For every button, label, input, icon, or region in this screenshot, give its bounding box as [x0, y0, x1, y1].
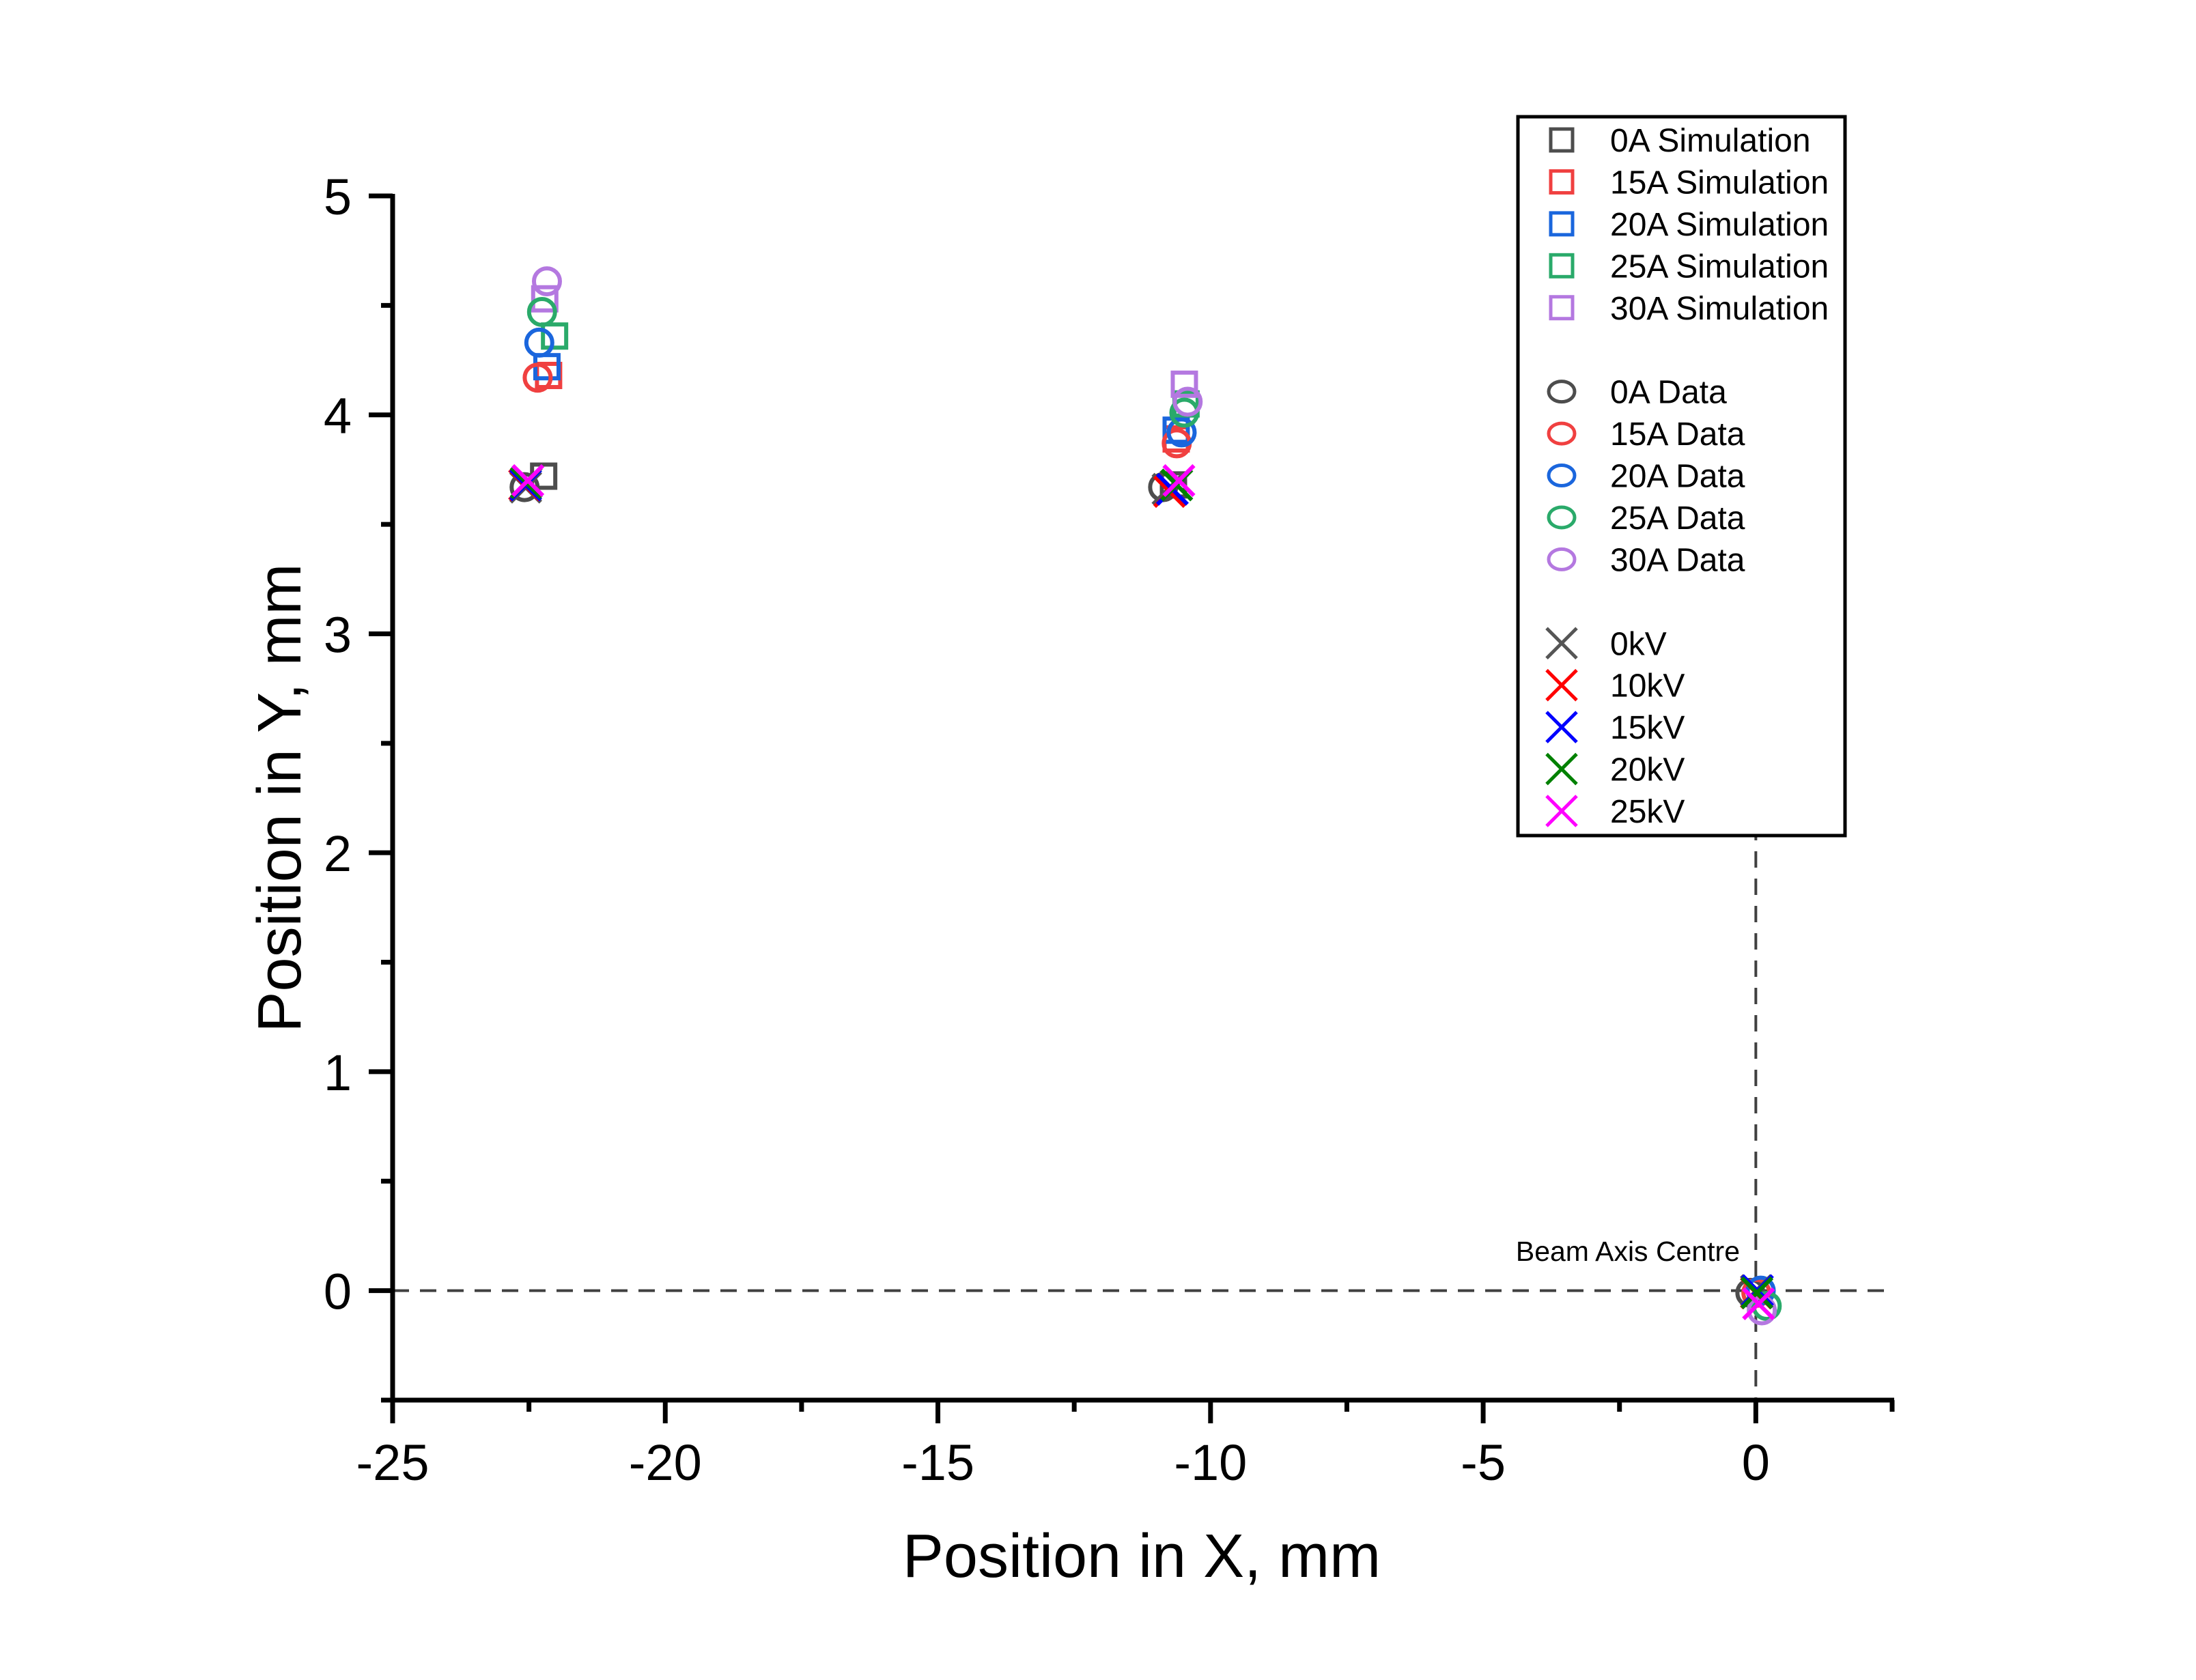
legend-label: 15A Simulation [1610, 165, 1829, 201]
x-tick-labels: -25 -20 -15 -10 -5 0 [356, 1434, 1770, 1491]
legend-item-10kv: 10kV [1545, 668, 1685, 704]
legend-item-25a-data: 25A Data [1547, 500, 1745, 537]
point-30a-data [1172, 386, 1203, 417]
legend-circle-icon [1547, 547, 1577, 571]
legend-item-20kv: 20kV [1545, 752, 1685, 788]
legend-label: 0A Simulation [1610, 123, 1811, 159]
legend-item-0a-data: 0A Data [1547, 375, 1727, 411]
legend-label: 15kV [1610, 710, 1685, 746]
legend-square-icon [1549, 127, 1575, 153]
point-25kv [1162, 464, 1196, 498]
y-tick-labels: 0 1 2 3 4 5 [324, 169, 352, 1320]
point-20kv [1740, 1276, 1774, 1309]
legend-square-icon [1549, 253, 1575, 279]
point-25kv [1742, 1287, 1775, 1321]
x-tick-label: -5 [1461, 1434, 1506, 1491]
legend-cross-icon [1545, 711, 1578, 743]
point-15a-data [522, 362, 553, 393]
cross-stroke [1545, 668, 1578, 702]
y-tick-label: 3 [324, 606, 352, 663]
legend: 0A Simulation 15A Simulation 20A Simulatio… [1516, 115, 1847, 838]
point-25a-data [526, 296, 557, 327]
legend-label: 0kV [1610, 626, 1667, 662]
y-tick-label: 4 [324, 388, 352, 444]
legend-item-0a-simulation: 0A Simulation [1549, 123, 1811, 159]
legend-label: 25A Data [1610, 500, 1745, 537]
y-tick-label: 2 [324, 825, 352, 882]
beam-axis-centre-annotation: Beam Axis Centre [1516, 1236, 1740, 1267]
legend-item-15a-simulation: 15A Simulation [1549, 165, 1829, 201]
legend-label: 15A Data [1610, 416, 1745, 453]
legend-item-25kv: 25kV [1545, 794, 1685, 830]
cross-stroke [1162, 464, 1196, 498]
cross-stroke [511, 464, 545, 498]
point-25a-simulation [541, 322, 569, 350]
legend-label: 25A Simulation [1610, 248, 1829, 285]
y-tick-label: 1 [324, 1044, 352, 1101]
legend-item-20a-data: 20A Data [1547, 459, 1745, 495]
legend-label: 25kV [1610, 794, 1685, 830]
series-25a-simulation [541, 322, 1200, 418]
legend-cross-icon [1545, 752, 1578, 786]
y-axis-title: Position in Y, mm [246, 564, 314, 1033]
cross-stroke [1545, 627, 1578, 660]
legend-item-30a-simulation: 30A Simulation [1549, 291, 1829, 327]
point-20a-data [1166, 417, 1197, 448]
series-30a-simulation [531, 285, 1198, 398]
cross-stroke [1742, 1287, 1775, 1321]
legend-square-icon [1549, 211, 1575, 237]
point-30a-data [531, 266, 562, 297]
legend-label: 30A Data [1610, 542, 1745, 578]
point-20a-data [524, 327, 554, 358]
legend-item-15a-data: 15A Data [1547, 416, 1745, 453]
legend-item-20a-simulation: 20A Simulation [1549, 207, 1829, 243]
legend-cross-icon [1545, 627, 1578, 660]
legend-cross-icon [1545, 668, 1578, 702]
point-30a-simulation [531, 285, 559, 313]
legend-label: 30A Simulation [1610, 291, 1829, 327]
series-20a-simulation [533, 353, 1190, 444]
legend-square-icon [1549, 295, 1575, 321]
cross-stroke [1740, 1276, 1774, 1309]
series-15a-simulation [535, 361, 1190, 453]
y-tick-label: 5 [324, 169, 352, 225]
legend-item-25a-simulation: 25A Simulation [1549, 248, 1829, 285]
legend-label: 20A Simulation [1610, 207, 1829, 243]
legend-label: 20kV [1610, 752, 1685, 788]
x-tick-label: -25 [356, 1434, 430, 1491]
x-tick-label: -15 [901, 1434, 974, 1491]
y-tick-label: 0 [324, 1264, 352, 1320]
x-axis-title: Position in X, mm [903, 1522, 1381, 1591]
legend-label: 10kV [1610, 668, 1685, 704]
cross-stroke [1545, 795, 1578, 827]
legend-item-0kv: 0kV [1545, 626, 1667, 662]
x-tick-label: -10 [1174, 1434, 1247, 1491]
point-30a-simulation [1170, 370, 1198, 398]
legend-square-icon [1549, 169, 1575, 195]
x-tick-label: 0 [1742, 1434, 1770, 1491]
legend-circle-icon [1547, 421, 1577, 446]
point-0a-data [509, 472, 540, 502]
legend-label: 20A Data [1610, 459, 1745, 495]
legend-item-30a-data: 30A Data [1547, 542, 1745, 578]
axes [369, 193, 1895, 1423]
cross-stroke [1545, 711, 1578, 743]
legend-circle-icon [1547, 464, 1577, 487]
legend-label: 0A Data [1610, 375, 1727, 411]
series-25kv [511, 464, 1775, 1321]
legend-item-15kv: 15kV [1545, 710, 1685, 746]
x-tick-label: -20 [629, 1434, 702, 1491]
legend-circle-icon [1547, 505, 1577, 530]
data-points [508, 266, 1782, 1326]
series-0a-simulation [530, 462, 1187, 499]
legend-cross-icon [1545, 795, 1578, 827]
cross-stroke [1545, 752, 1578, 786]
legend-circle-icon [1547, 380, 1577, 404]
point-25kv [511, 464, 545, 498]
